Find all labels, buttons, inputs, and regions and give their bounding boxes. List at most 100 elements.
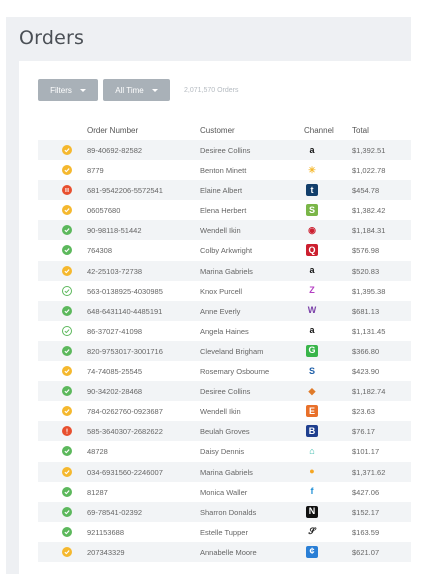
table-row[interactable]: 90-98118-51442 Wendell Ikin ◉ $1,184.31	[38, 220, 411, 241]
table-row[interactable]: 648-6431140-4485191 Anne Everly W $681.13	[38, 300, 411, 321]
order-number[interactable]: 06057680	[87, 206, 121, 216]
customer-name: Wendell Ikin	[200, 407, 241, 417]
status-pending-icon	[62, 406, 72, 417]
order-number[interactable]: 820-9753017-3001716	[87, 346, 163, 356]
customer-name: Anne Everly	[200, 306, 241, 316]
header-order-number[interactable]: Order Number	[87, 126, 139, 135]
orange-blob-icon: ●	[309, 466, 315, 476]
order-total: $152.17	[352, 507, 380, 517]
order-total: $101.17	[352, 447, 380, 457]
table-row[interactable]: 921153688 Estelle Tupper 𝒮 $163.59	[38, 522, 411, 542]
table-row[interactable]: 42-25103-72738 Marina Gabriels a $520.83	[38, 260, 411, 281]
page-title: Orders	[19, 27, 85, 49]
table-row[interactable]: 784-0262760-0923687 Wendell Ikin E $23.63	[38, 401, 411, 421]
table-row[interactable]: 585-3640307-2682622 Beulah Groves B $76.17	[38, 421, 411, 442]
customer-name: Marina Gabriels	[200, 467, 253, 477]
table-row[interactable]: 81287 Monica Waller f $427.06	[38, 482, 411, 502]
order-total: $1,395.38	[352, 286, 386, 296]
customer-name: Rosemary Osbourne	[200, 367, 270, 377]
customer-name: Estelle Tupper	[200, 527, 248, 537]
blue-badge-icon: ¢	[306, 545, 318, 558]
status-complete-icon	[62, 345, 72, 356]
header-customer[interactable]: Customer	[200, 126, 235, 135]
order-total: $520.83	[352, 266, 380, 276]
order-number[interactable]: 69-78541-02392	[87, 507, 143, 517]
order-total: $1,131.45	[352, 326, 386, 336]
order-total: $681.13	[352, 306, 380, 316]
time-range-label: All Time	[115, 85, 144, 95]
table-header: Order Number Customer Channel Total	[38, 122, 411, 139]
order-number[interactable]: 86-37027-41098	[87, 326, 143, 336]
order-number[interactable]: 784-0262760-0923687	[87, 407, 163, 417]
customer-name: Annabelle Moore	[200, 547, 257, 557]
target-icon: ◉	[308, 224, 316, 235]
walmart-icon: ✳	[308, 164, 316, 175]
order-number[interactable]: 42-25103-72738	[87, 266, 143, 276]
amazon-icon: a	[309, 325, 315, 336]
order-number[interactable]: 207343329	[87, 547, 125, 557]
order-total: $454.78	[352, 186, 380, 196]
table-row[interactable]: 034-6931560-2246007 Marina Gabriels ● $1,37…	[38, 461, 411, 482]
filters-button[interactable]: Filters	[38, 79, 98, 101]
order-number[interactable]: 89-40692-82582	[87, 146, 143, 155]
table-row[interactable]: 69-78541-02392 Sharron Donalds N $152.17	[38, 501, 411, 522]
table-row[interactable]: 48728 Daisy Dennis ⌂ $101.17	[38, 441, 411, 461]
orders-page: Orders Filters All Time 2,071,570 Orders…	[6, 17, 411, 574]
b-icon: B	[306, 425, 318, 438]
table-row[interactable]: 764308 Colby Arkwright Q $576.98	[38, 240, 411, 260]
table-row[interactable]: 820-9753017-3001716 Cleveland Brigham G $36…	[38, 340, 411, 362]
order-number[interactable]: 034-6931560-2246007	[87, 467, 163, 477]
status-complete-icon	[62, 386, 72, 397]
order-total: $163.59	[352, 527, 380, 537]
customer-name: Colby Arkwright	[200, 246, 253, 256]
order-number[interactable]: 921153688	[87, 527, 124, 537]
table-row[interactable]: 681-9542206-5572541 Elaine Albert t $454.78	[38, 180, 411, 201]
order-number[interactable]: 81287	[87, 487, 108, 497]
table-row[interactable]: 86-37027-41098 Angela Haines a $1,131.45	[38, 321, 411, 341]
order-number[interactable]: 90-98118-51442	[87, 226, 142, 236]
order-number[interactable]: 48728	[87, 447, 108, 457]
status-complete-icon	[62, 225, 72, 236]
table-row[interactable]: 207343329 Annabelle Moore ¢ $621.07	[38, 541, 411, 562]
order-number[interactable]: 764308	[87, 246, 113, 256]
etsy-icon: E	[306, 405, 318, 418]
customer-name: Elena Herbert	[200, 206, 247, 216]
shopify-store-icon: t	[306, 184, 318, 197]
order-total: $366.80	[352, 346, 380, 356]
status-paused-icon	[62, 185, 72, 196]
blue-s-icon: S	[308, 365, 315, 376]
header-channel[interactable]: Channel	[304, 126, 334, 135]
status-error-icon	[62, 426, 72, 437]
order-number[interactable]: 563-0138925-4030985	[87, 286, 163, 296]
f-icon: f	[310, 486, 314, 497]
order-total: $23.63	[352, 407, 375, 417]
table-row[interactable]: 06057680 Elena Herbert S $1,382.42	[38, 200, 411, 220]
status-pending-icon	[62, 265, 72, 276]
customer-name: Daisy Dennis	[200, 447, 245, 457]
table-row[interactable]: 8779 Benton Minett ✳ $1,022.78	[38, 160, 411, 180]
status-pending-icon	[62, 165, 72, 176]
status-pending-icon	[62, 366, 72, 377]
chevron-down-icon	[151, 88, 158, 92]
order-number[interactable]: 8779	[87, 166, 104, 176]
orders-table-body: 89-40692-82582 Desiree Collins a $1,392.51 8…	[38, 140, 411, 562]
order-number[interactable]: 585-3640307-2682622	[87, 427, 163, 437]
green-circle-icon: G	[306, 344, 318, 357]
order-total: $1,392.51	[352, 146, 386, 155]
house-icon: ⌂	[309, 445, 315, 456]
order-number[interactable]: 648-6431140-4485191	[87, 306, 163, 316]
customer-name: Desiree Collins	[200, 387, 251, 397]
table-row[interactable]: 563-0138925-4030985 Knox Purcell Z $1,395.3…	[38, 281, 411, 301]
header-total[interactable]: Total	[352, 126, 369, 135]
table-row[interactable]: 89-40692-82582 Desiree Collins a $1,392.51	[38, 140, 411, 161]
table-row[interactable]: 90-34202-28468 Desiree Collins ◆ $1,182.74	[38, 381, 411, 402]
customer-name: Elaine Albert	[200, 186, 243, 196]
script-icon: 𝒮	[308, 526, 316, 537]
table-row[interactable]: 74-74085-25545 Rosemary Osbourne S $423.90	[38, 361, 411, 381]
order-total: $1,382.42	[352, 206, 386, 216]
time-range-button[interactable]: All Time	[103, 79, 170, 101]
order-total: $576.98	[352, 246, 380, 256]
order-number[interactable]: 681-9542206-5572541	[87, 186, 163, 196]
order-number[interactable]: 90-34202-28468	[87, 387, 143, 397]
order-number[interactable]: 74-74085-25545	[87, 367, 143, 377]
